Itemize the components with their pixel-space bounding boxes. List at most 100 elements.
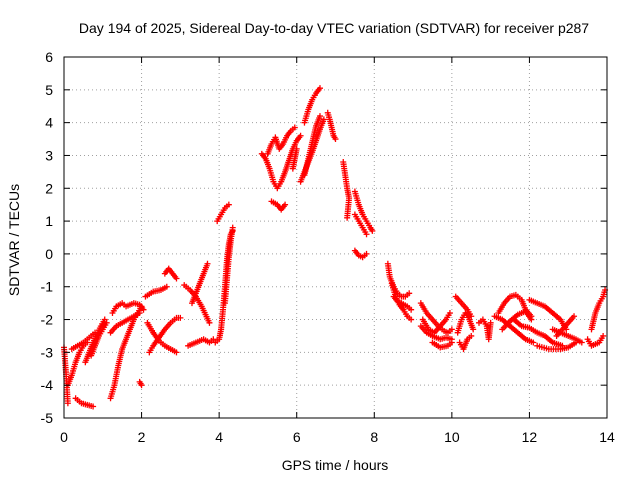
x-tick-label: 2 <box>138 429 146 445</box>
series-s30 <box>340 159 353 221</box>
series-s41 <box>452 293 475 320</box>
y-tick-label: -5 <box>41 410 54 426</box>
marker-path <box>136 378 145 389</box>
y-tick-label: -1 <box>41 279 54 295</box>
x-axis-label: GPS time / hours <box>282 457 389 473</box>
y-tick-label: 4 <box>45 115 53 131</box>
x-tick-label: 8 <box>370 429 378 445</box>
marker-path <box>553 313 578 339</box>
y-tick-label: -3 <box>41 344 54 360</box>
series-s05 <box>82 316 108 366</box>
series-s48 <box>510 316 566 349</box>
series-s10 <box>136 378 145 389</box>
series-s28 <box>301 85 323 126</box>
series-s53 <box>584 332 607 349</box>
x-tick-label: 12 <box>522 429 538 445</box>
marker-path <box>429 339 455 351</box>
series-s04 <box>72 395 97 410</box>
y-tick-labels: -5 -4 -3 -2 -1 0 1 2 3 4 5 6 <box>41 49 54 426</box>
marker-path <box>384 260 413 300</box>
series-s36 <box>390 293 415 313</box>
y-tick-label: -2 <box>41 312 54 328</box>
series-s39 <box>419 309 453 336</box>
marker-path <box>185 336 217 349</box>
y-tick-label: 0 <box>45 246 53 262</box>
marker-path <box>161 265 180 282</box>
y-tick-label: 5 <box>45 82 53 98</box>
series-s15 <box>181 282 213 326</box>
series-s12 <box>146 314 184 356</box>
marker-path <box>181 282 213 326</box>
series-s09 <box>109 300 147 316</box>
marker-path <box>340 159 353 221</box>
y-axis-label: SDTVAR / TECUs <box>6 184 22 296</box>
marker-path <box>452 293 475 320</box>
marker-path <box>144 319 180 356</box>
marker-path <box>419 309 453 336</box>
marker-path <box>351 211 370 238</box>
marker-path <box>109 300 147 316</box>
marker-path <box>221 224 236 307</box>
series-s44 <box>476 316 494 343</box>
x-tick-label: 6 <box>293 429 301 445</box>
series-s11 <box>142 283 170 300</box>
series-s29 <box>324 109 339 143</box>
marker-path <box>324 109 339 143</box>
marker-path <box>417 323 455 343</box>
series-s31 <box>351 188 376 234</box>
series-s42 <box>454 309 477 336</box>
ticks <box>63 56 608 419</box>
y-tick-label: 1 <box>45 213 53 229</box>
series-s16 <box>188 260 211 307</box>
series-s08 <box>107 309 143 336</box>
series-s33 <box>351 247 370 261</box>
marker-path <box>68 329 99 353</box>
marker-path <box>456 332 475 353</box>
y-tick-label: 3 <box>45 147 53 163</box>
marker-path <box>390 293 415 313</box>
series-s21 <box>214 201 232 225</box>
y-tick-label: -4 <box>41 377 54 393</box>
series-s17 <box>185 336 217 349</box>
series-s03 <box>68 329 99 353</box>
marker-path <box>88 319 110 359</box>
grid <box>64 57 607 418</box>
x-tick-label: 14 <box>599 429 615 445</box>
series-s52 <box>553 313 578 339</box>
marker-path <box>142 283 170 300</box>
x-tick-label: 10 <box>444 429 460 445</box>
y-tick-label: 6 <box>45 49 53 65</box>
series-s22 <box>258 132 304 192</box>
marker-path <box>289 145 300 172</box>
marker-path <box>82 316 108 366</box>
series-s34 <box>384 260 413 300</box>
series-s40 <box>429 339 455 351</box>
series-s14 <box>161 265 180 282</box>
chart-title: Day 194 of 2025, Sidereal Day-to-day VTE… <box>79 20 589 36</box>
series-s38 <box>417 323 455 343</box>
series-s13 <box>144 319 180 356</box>
y-tick-label: 2 <box>45 180 53 196</box>
marker-path <box>264 124 298 157</box>
marker-path <box>534 339 579 353</box>
marker-path <box>301 85 323 126</box>
series-s25 <box>289 145 300 172</box>
marker-path <box>258 132 304 192</box>
marker-path <box>454 309 477 336</box>
marker-path <box>584 332 607 349</box>
series-s27 <box>301 113 323 179</box>
series-s43 <box>456 332 475 353</box>
plot-frame <box>63 56 608 419</box>
marker-path <box>351 188 376 234</box>
marker-path <box>146 314 184 356</box>
series-s06 <box>88 319 110 359</box>
marker-path <box>214 201 232 225</box>
series-s32 <box>351 211 370 238</box>
marker-path <box>351 247 370 261</box>
marker-path <box>188 260 211 307</box>
marker-path <box>107 309 143 336</box>
series-s50 <box>534 339 579 353</box>
marker-path <box>476 316 494 343</box>
marker-path <box>588 287 609 333</box>
